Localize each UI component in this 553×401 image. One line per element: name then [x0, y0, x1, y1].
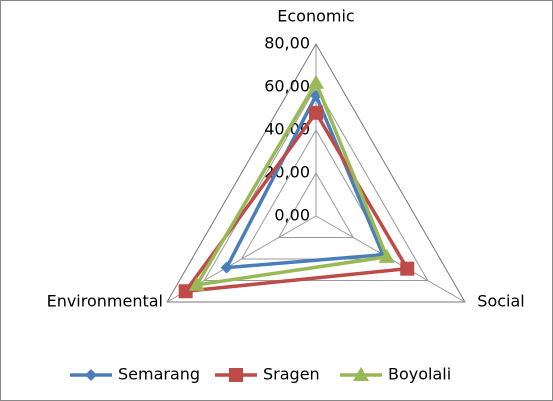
- legend-marker: [229, 368, 243, 382]
- grid-line: [277, 172, 355, 238]
- grid-line: [166, 42, 466, 303]
- r-tick-label: 60,00: [264, 77, 310, 96]
- data-point: [220, 261, 233, 274]
- legend-label: Semarang: [118, 365, 200, 384]
- data-point: [188, 276, 205, 291]
- category-label: Environmental: [47, 292, 163, 311]
- legend-label: Boyolali: [388, 365, 451, 384]
- data-point: [178, 284, 193, 299]
- category-label: Economic: [277, 7, 354, 26]
- series-line: [193, 78, 390, 288]
- grid-line: [203, 86, 429, 281]
- legend-marker: [85, 369, 97, 381]
- r-tick-label: 0,00: [274, 206, 310, 225]
- data-point: [400, 261, 415, 276]
- data-point: [378, 248, 395, 263]
- data-point: [309, 105, 323, 120]
- category-label: Social: [477, 292, 524, 311]
- r-tick-label: 80,00: [264, 34, 310, 53]
- series-line: [223, 91, 386, 270]
- legend-label: Sragen: [263, 365, 320, 384]
- data-point: [308, 74, 324, 89]
- legend-marker: [353, 367, 369, 381]
